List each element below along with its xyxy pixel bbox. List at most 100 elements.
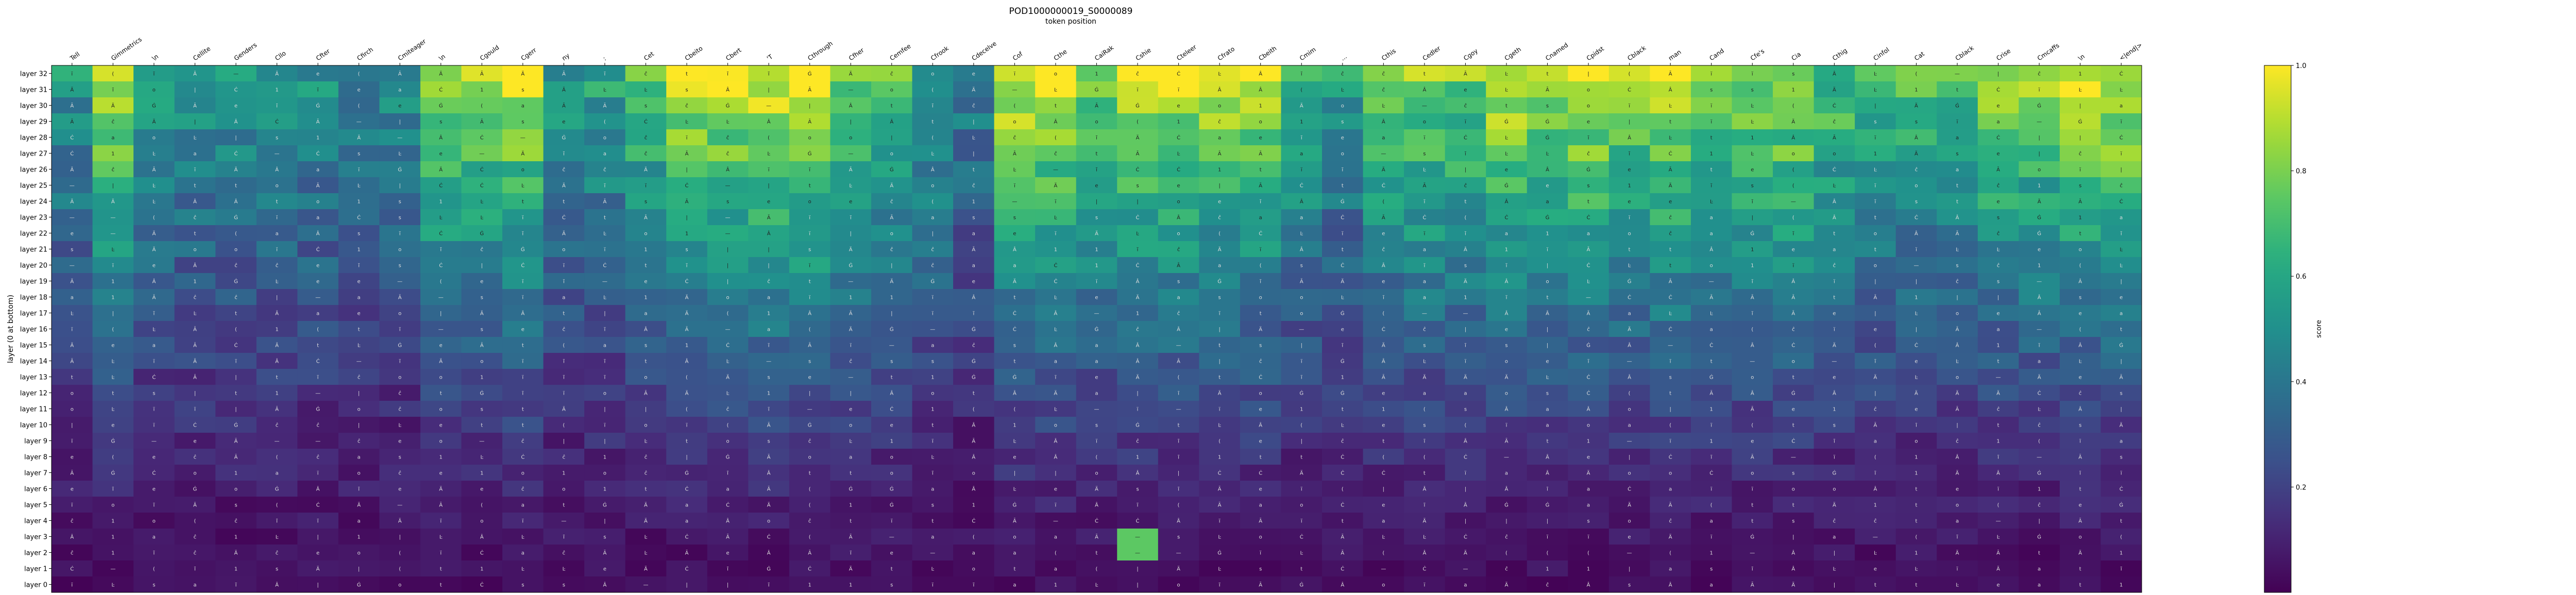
heatmap-cell [1363,161,1404,178]
heatmap-cell [379,321,421,337]
heatmap-cell [461,433,503,449]
heatmap-cell-glyph: o [152,135,156,141]
heatmap-cell-glyph: Ċ [1177,134,1180,141]
heatmap-cell-glyph: | [2038,151,2040,157]
heatmap-cell [625,225,667,242]
heatmap-cell-glyph: Ġ [111,470,115,477]
heatmap-cell-glyph: ĉ [481,247,484,253]
heatmap-cell-glyph: e [152,263,156,269]
heatmap-cell-glyph: o [1013,535,1016,540]
heatmap-cell-glyph: Ä [1587,470,1590,477]
heatmap-cell [174,177,216,194]
heatmap-cell [543,337,585,353]
heatmap-cell [338,337,380,353]
heatmap-cell [666,241,708,258]
heatmap-cell [1117,65,1159,82]
heatmap-cell [871,513,913,529]
heatmap-cell-glyph: Ā [70,470,74,477]
heatmap-cell-glyph: Â [1013,246,1016,253]
heatmap-cell-glyph: Ċ [1504,214,1508,221]
heatmap-cell [256,417,298,433]
heatmap-cell [133,560,175,577]
heatmap-cell-glyph: Ā [1259,518,1262,524]
heatmap-cell [625,337,667,353]
heatmap-cell [174,305,216,321]
heatmap-cell [1608,145,1650,162]
heatmap-cell [1199,113,1241,130]
heatmap-cell [1158,161,1199,178]
heatmap-cell-glyph: s [399,215,401,221]
heatmap-cell-glyph: Â [1177,518,1180,524]
heatmap-cell [994,481,1036,497]
heatmap-cell-glyph: t [358,327,360,333]
heatmap-cell-glyph: ĩ [1628,151,1630,157]
heatmap-cell [133,353,175,369]
heatmap-cell [1527,193,1568,210]
heatmap-cell [420,497,462,513]
heatmap-cell-glyph: Ċ [439,230,443,237]
heatmap-cell [1281,145,1323,162]
heatmap-cell [379,225,421,242]
heatmap-cell-glyph: a [2120,311,2123,317]
heatmap-cell [502,481,544,497]
heatmap-cell [297,449,339,465]
heatmap-cell [297,113,339,130]
heatmap-cell [1363,209,1404,226]
heatmap-cell-glyph: Ŀ [2038,407,2041,413]
heatmap-cell [92,465,134,481]
heatmap-cell-glyph: | [1137,583,1138,588]
heatmap-cell-glyph: a [972,551,975,556]
heatmap-cell-glyph: — [70,215,75,221]
heatmap-cell-glyph: Ŀ [645,88,648,93]
heatmap-cell [953,257,995,274]
heatmap-cell [133,225,175,242]
heatmap-cell [1363,129,1404,146]
heatmap-cell [789,576,831,593]
heatmap-cell [1404,129,1446,146]
heatmap-cell-glyph: Ä [1054,390,1058,397]
heatmap-cell [1527,337,1568,353]
y-tick-label: layer 19 [20,278,47,286]
heatmap-cell-glyph: 1 [2038,487,2041,492]
heatmap-cell [1199,385,1241,401]
heatmap-cell [461,161,503,178]
heatmap-cell-glyph: ï [563,391,565,397]
heatmap-cell-glyph: e [972,279,975,285]
heatmap-cell [52,576,93,593]
heatmap-cell-glyph: Ä [1422,374,1426,381]
heatmap-cell [133,273,175,290]
heatmap-cell-glyph: Ŀ [2079,359,2082,365]
heatmap-cell-glyph: a [972,231,975,237]
heatmap-cell-glyph: ĉ [112,119,115,125]
heatmap-cell-glyph: t [440,583,442,588]
heatmap-cell-glyph: ĉ [2079,151,2082,157]
heatmap-cell-glyph: ï [71,439,73,445]
heatmap-cell [1363,337,1404,353]
heatmap-cell-glyph: ï [808,215,810,221]
heatmap-cell [1404,273,1446,290]
heatmap-cell-glyph: Ċ [1382,326,1385,333]
heatmap-cell [92,545,134,561]
heatmap-cell [1608,385,1650,401]
heatmap-cell-glyph: ï [521,295,523,301]
heatmap-cell-glyph: ( [1382,199,1384,205]
heatmap-cell [52,529,93,545]
heatmap-cell [420,65,462,82]
heatmap-cell [1486,225,1528,242]
heatmap-cell [133,433,175,449]
colorbar-tick-label: 0.4 [2296,379,2307,386]
heatmap-cell-glyph: o [480,519,483,524]
heatmap-cell [338,225,380,242]
heatmap-cell [1322,289,1364,305]
heatmap-cell-glyph: o [1956,503,1959,508]
heatmap-cell [748,305,790,321]
heatmap-cell-glyph: Ä [70,87,74,93]
heatmap-cell [584,257,626,274]
heatmap-cell [52,369,93,385]
heatmap-cell-glyph: ï [563,263,565,269]
heatmap-cell-glyph: Ā [234,438,238,445]
heatmap-cell-glyph: Â [1054,454,1058,461]
heatmap-cell [830,241,872,258]
heatmap-cell [748,465,790,481]
heatmap-cell-glyph: ï [1137,88,1139,93]
